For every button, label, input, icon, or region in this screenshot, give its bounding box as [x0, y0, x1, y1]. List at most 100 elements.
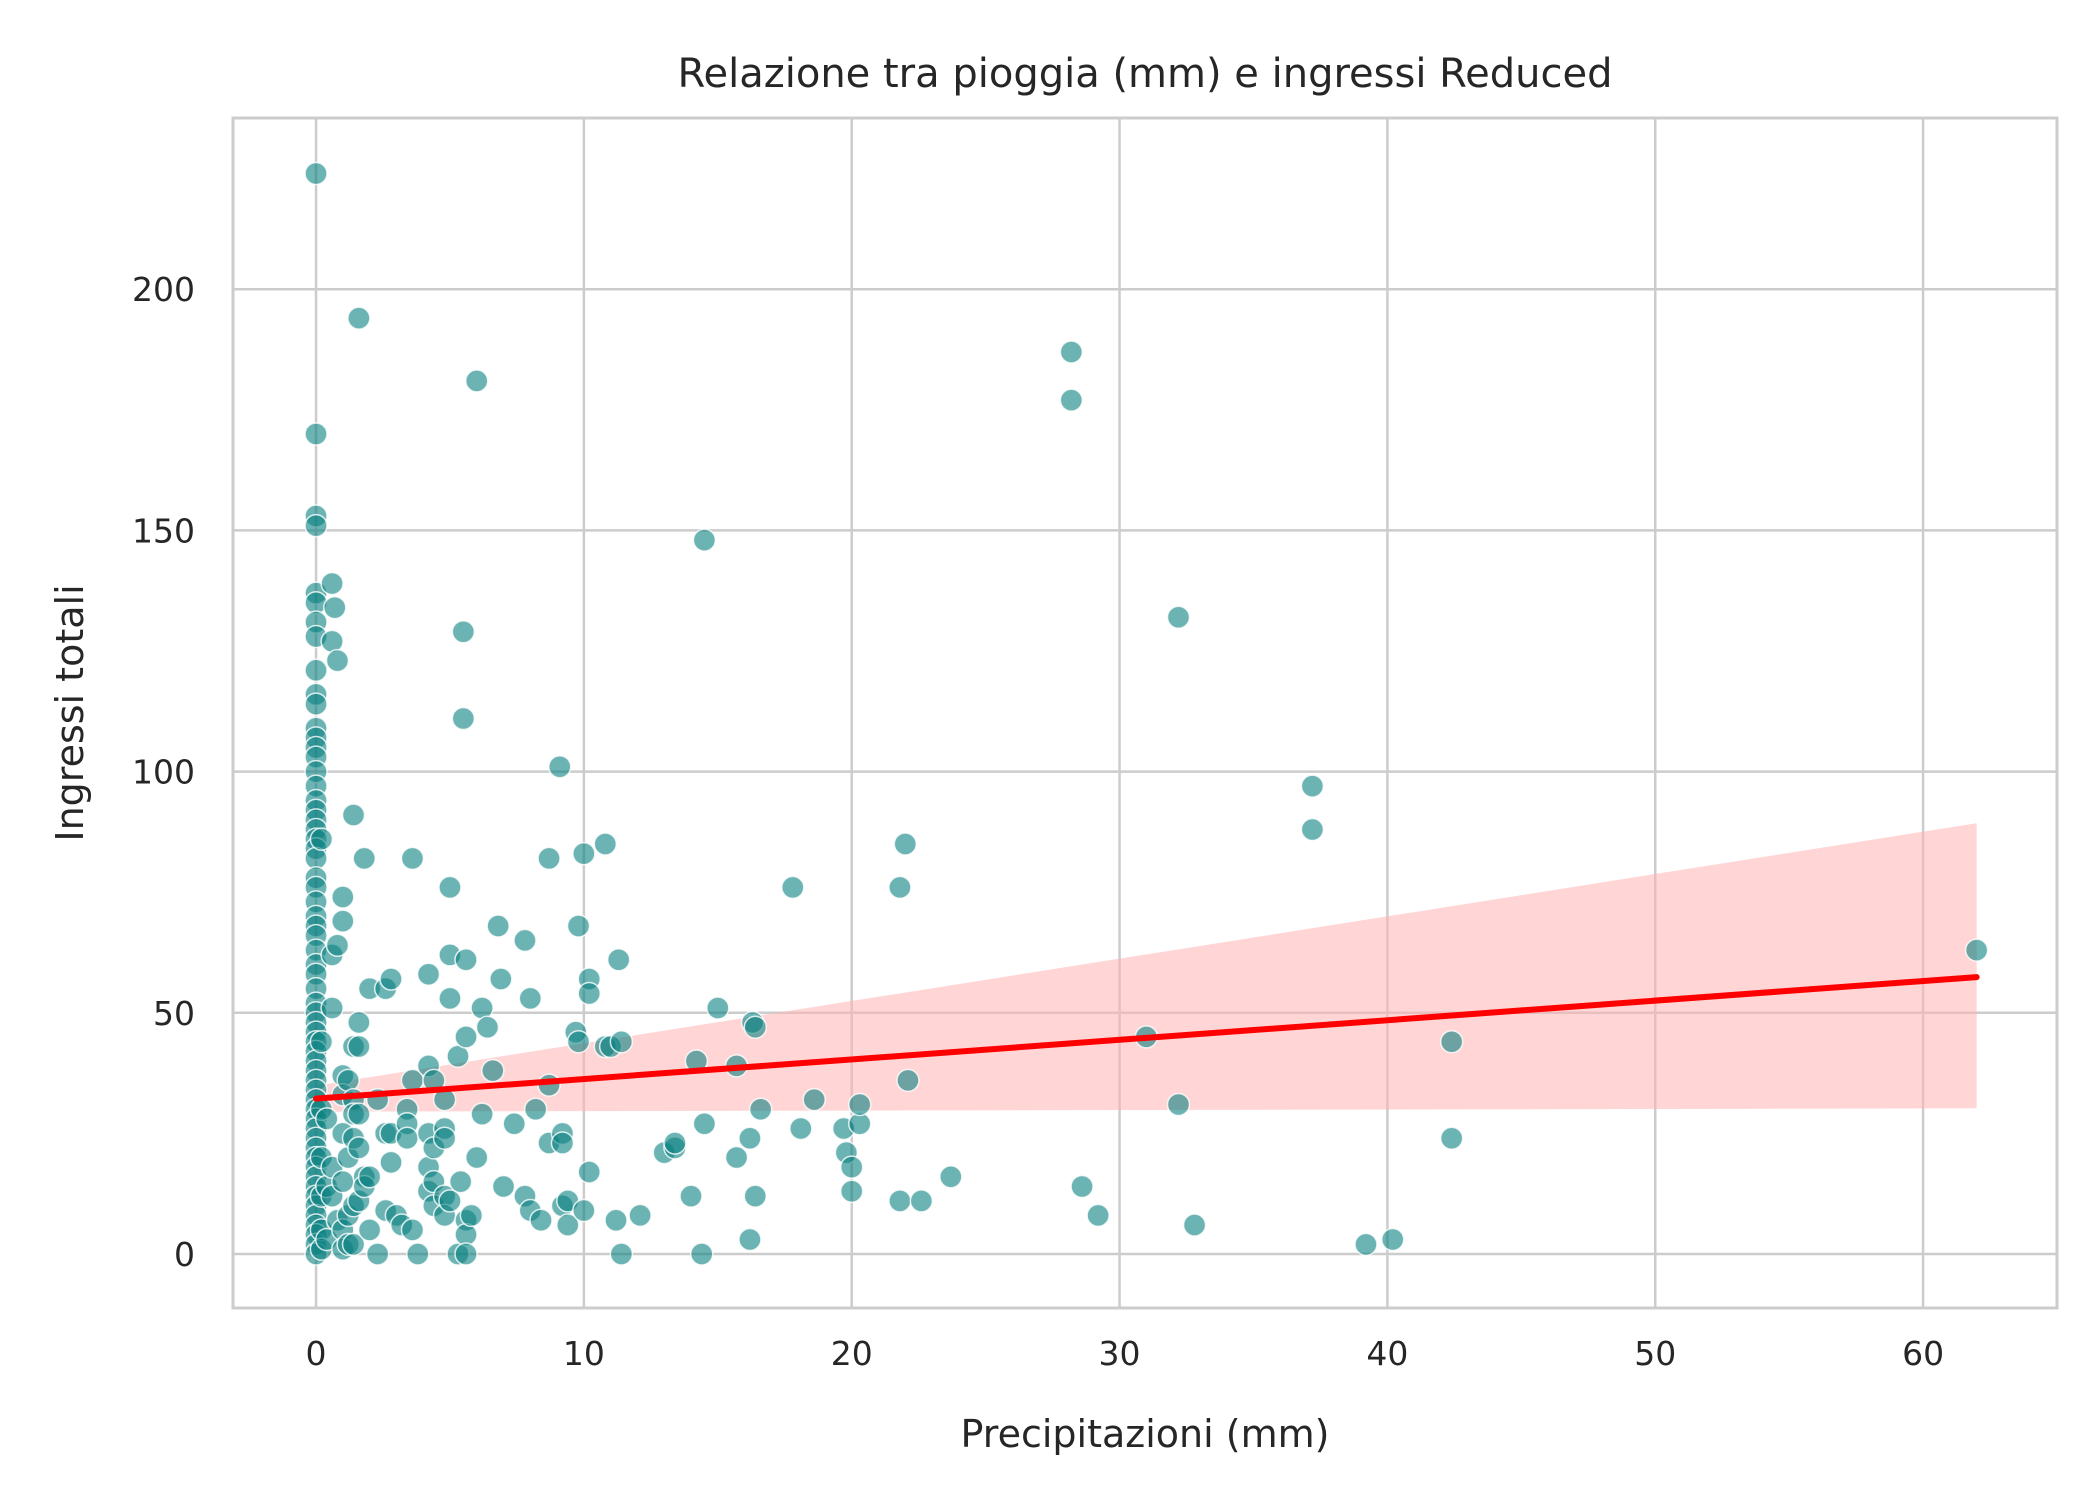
data-point — [309, 827, 334, 851]
y-tick-label: 200 — [132, 270, 195, 309]
data-point — [529, 1208, 553, 1232]
x-tick-labels: 0 10 20 30 40 50 60 — [306, 1334, 1945, 1373]
data-point — [839, 1155, 864, 1179]
data-point — [438, 875, 462, 900]
data-point — [679, 1184, 703, 1208]
data-point — [400, 846, 425, 871]
plot-frame — [231, 116, 2059, 1310]
data-point — [888, 875, 912, 900]
data-point — [1439, 1126, 1464, 1150]
data-point — [320, 629, 344, 654]
data-point — [481, 1058, 505, 1083]
data-point — [572, 841, 596, 866]
data-point — [320, 996, 344, 1020]
data-point — [1166, 605, 1191, 630]
data-point — [847, 1092, 872, 1117]
data-point — [537, 846, 561, 871]
data-point — [314, 1107, 339, 1131]
regression-line — [313, 974, 1980, 1102]
data-point — [556, 1213, 580, 1237]
confidence-band — [316, 823, 1977, 1112]
data-point — [451, 706, 476, 731]
data-point — [692, 528, 717, 552]
data-point — [1070, 1174, 1094, 1199]
data-point — [1086, 1203, 1110, 1228]
data-point — [304, 658, 328, 683]
data-point — [309, 1029, 334, 1054]
data-point — [593, 832, 618, 856]
y-tick-label: 150 — [132, 511, 195, 550]
data-point — [888, 1189, 912, 1213]
data-point — [738, 1227, 762, 1252]
x-tick-label: 40 — [1366, 1334, 1408, 1373]
y-axis-title: Ingressi totali — [48, 584, 92, 841]
data-point — [400, 1218, 425, 1242]
data-point — [304, 513, 328, 538]
data-point — [379, 967, 403, 991]
data-point — [1300, 774, 1325, 798]
data-point — [513, 928, 537, 953]
x-tick-label: 20 — [831, 1334, 873, 1373]
x-axis-title: Precipitazioni (mm) — [961, 1412, 1330, 1456]
x-tick-label: 50 — [1634, 1334, 1676, 1373]
data-point — [489, 967, 513, 991]
data-point — [357, 1165, 382, 1189]
chart-title: Relazione tra pioggia (mm) e ingressi Re… — [678, 51, 1613, 97]
y-tick-label: 50 — [153, 994, 195, 1033]
data-point — [379, 1150, 403, 1175]
data-point — [365, 1242, 390, 1266]
data-point — [323, 595, 347, 620]
data-point — [347, 1010, 371, 1035]
data-point — [1964, 938, 1989, 962]
data-point — [663, 1131, 687, 1155]
y-tick-labels: 0 50 100 150 200 — [132, 270, 195, 1274]
data-point — [604, 1208, 628, 1232]
data-point — [1059, 388, 1084, 412]
data-point — [320, 571, 344, 596]
data-point — [347, 1034, 371, 1059]
data-point — [336, 1068, 360, 1093]
data-point — [502, 1111, 526, 1136]
data-point — [1182, 1213, 1207, 1237]
data-point — [438, 1189, 462, 1213]
data-point — [789, 1116, 813, 1141]
data-point — [748, 1097, 773, 1122]
data-point — [454, 1025, 478, 1049]
data-point — [609, 1029, 634, 1054]
data-point — [577, 1160, 601, 1184]
data-point — [448, 1169, 473, 1194]
data-point — [781, 875, 805, 900]
y-tick-label: 0 — [174, 1235, 195, 1274]
data-point — [523, 1097, 548, 1122]
data-point — [628, 1203, 652, 1228]
data-point — [486, 914, 510, 938]
data-point — [395, 1126, 419, 1150]
data-point — [724, 1145, 749, 1170]
data-point — [743, 1015, 768, 1040]
data-point — [491, 1174, 516, 1199]
data-point — [1381, 1227, 1405, 1252]
x-tick-label: 0 — [306, 1334, 327, 1373]
data-point — [347, 306, 371, 330]
data-point — [347, 1102, 371, 1126]
data-points — [304, 161, 1989, 1266]
data-point — [416, 962, 441, 986]
data-point — [1059, 340, 1084, 364]
data-point — [451, 619, 476, 644]
data-point — [566, 1029, 591, 1054]
data-point — [896, 1068, 920, 1093]
data-point — [909, 1189, 934, 1213]
data-point — [331, 1169, 355, 1194]
data-point — [1439, 1029, 1464, 1054]
data-point — [1300, 817, 1325, 842]
data-point — [939, 1165, 963, 1189]
data-point — [839, 1179, 864, 1204]
data-point — [406, 1242, 430, 1266]
y-tick-label: 100 — [132, 753, 195, 792]
data-point — [706, 996, 730, 1020]
data-point — [577, 981, 601, 1006]
data-point — [464, 1145, 489, 1170]
data-point — [470, 1102, 494, 1126]
data-point — [304, 692, 328, 716]
